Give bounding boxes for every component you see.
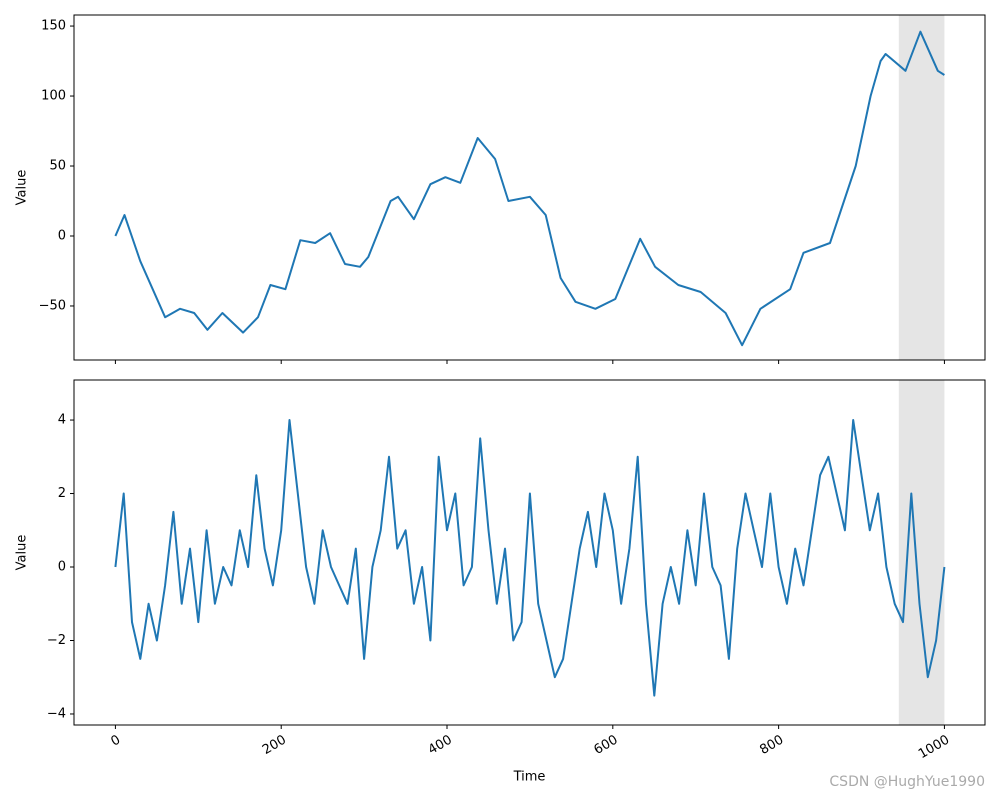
y-tick-label: −4 [47, 706, 66, 721]
y-tick-label: 0 [58, 228, 66, 243]
x-tick-label: 200 [260, 733, 289, 758]
shaded-span [898, 15, 945, 360]
x-tick-label: 600 [592, 733, 621, 758]
y-tick-label: 50 [49, 159, 66, 174]
y-tick-label: −50 [39, 298, 66, 313]
axes-frame [73, 379, 986, 726]
y-tick-label: 2 [58, 486, 66, 501]
axes-frame [73, 14, 986, 361]
y-axis-label: Value [15, 170, 30, 206]
x-tick-label: 800 [757, 733, 786, 758]
line-series [114, 30, 945, 347]
x-tick-label: 0 [108, 733, 123, 750]
x-tick-label: 400 [426, 733, 455, 758]
y-tick-label: 100 [41, 89, 66, 104]
line-series [114, 419, 946, 697]
watermark: CSDN @HughYue1990 [829, 774, 985, 790]
x-axis-label: Time [513, 770, 546, 785]
y-tick-label: −2 [47, 633, 66, 648]
shaded-span [898, 380, 945, 725]
x-tick-label: 1000 [916, 733, 952, 763]
y-tick-label: 4 [58, 413, 66, 428]
y-axis-label: Value [15, 535, 30, 571]
y-tick-label: 0 [58, 560, 66, 575]
y-tick-label: 150 [41, 19, 66, 34]
